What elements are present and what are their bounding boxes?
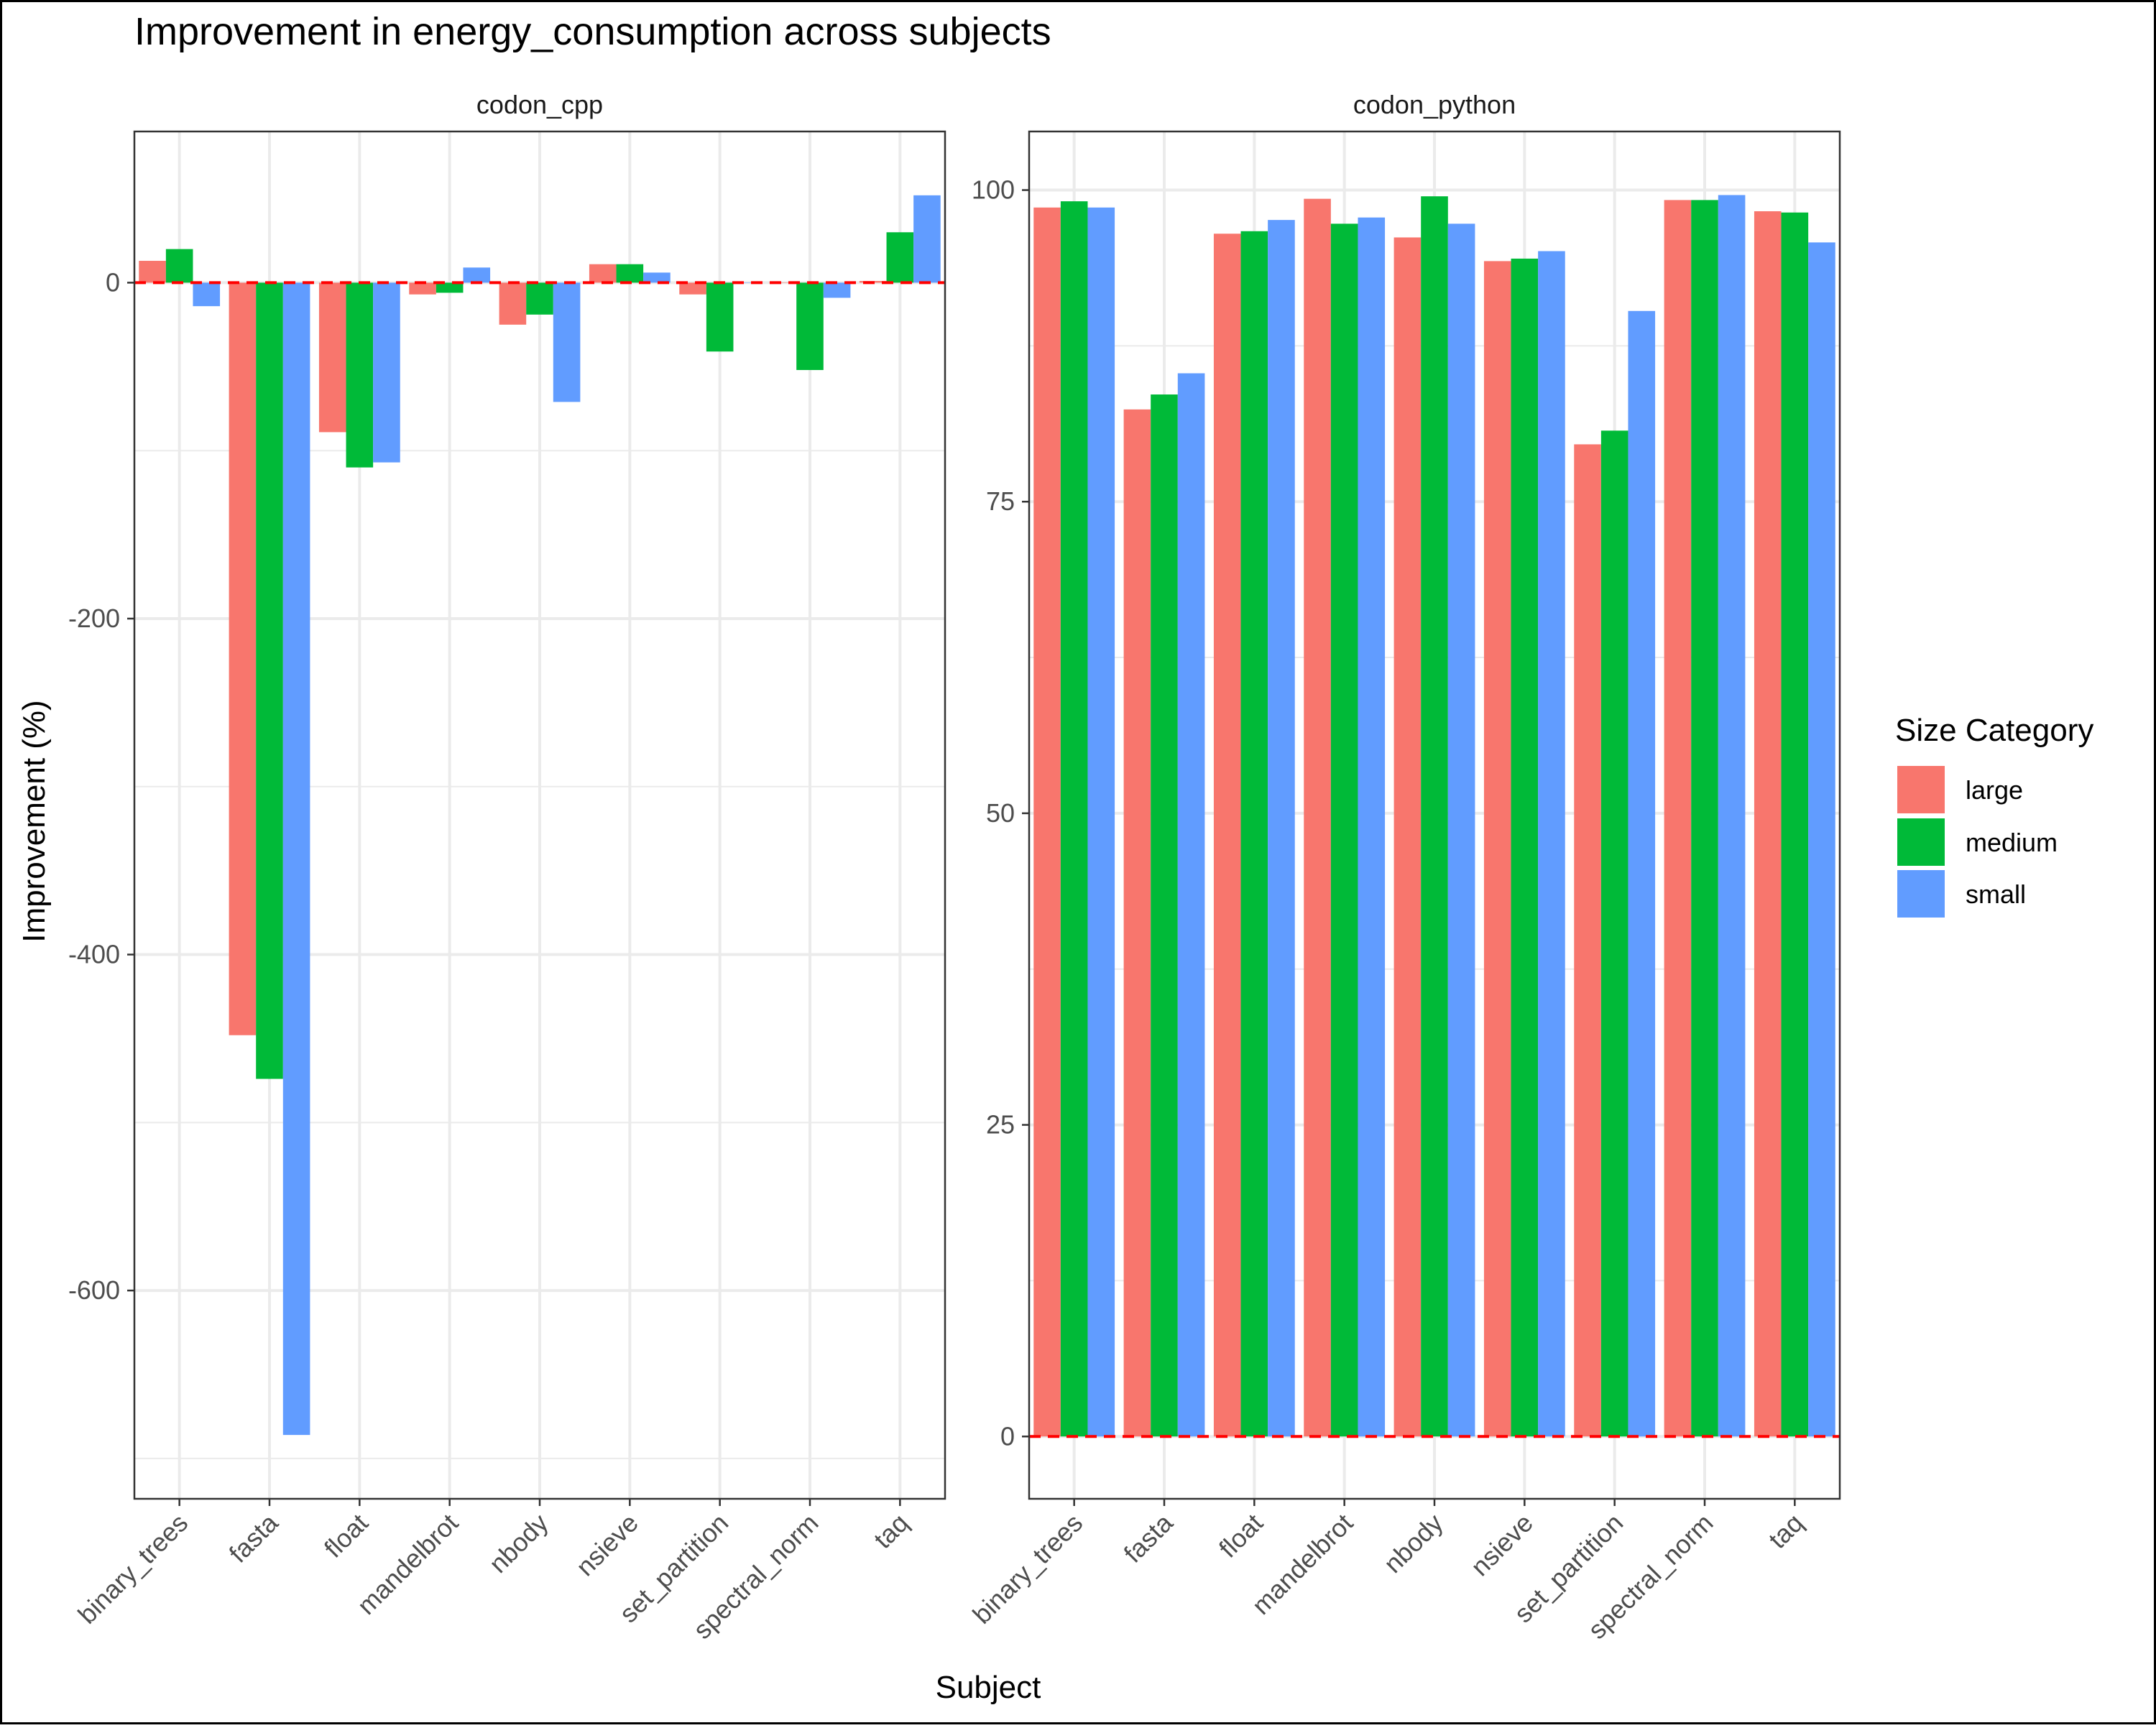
bar-small-mandelbrot <box>463 267 491 283</box>
bar-medium-nbody <box>526 282 553 315</box>
bar-small-spectral_norm <box>823 282 851 298</box>
bar-medium-set_partition <box>706 282 734 352</box>
bar-small-nsieve <box>1538 251 1565 1437</box>
bar-large-set_partition <box>1574 444 1601 1437</box>
bar-large-spectral_norm <box>1664 200 1692 1437</box>
bar-medium-spectral_norm <box>1691 200 1718 1437</box>
bar-small-mandelbrot <box>1358 217 1386 1437</box>
bar-large-mandelbrot <box>409 282 436 295</box>
bar-large-float <box>1213 234 1241 1437</box>
y-axis-title: Improvement (%) <box>17 700 52 942</box>
y-tick-label: 100 <box>972 175 1015 205</box>
bar-large-float <box>318 282 346 433</box>
bar-medium-set_partition <box>1600 430 1628 1437</box>
bar-large-fasta <box>1123 409 1151 1437</box>
legend-title: Size Category <box>1895 713 2093 748</box>
bar-large-nbody <box>1393 237 1422 1437</box>
bar-medium-float <box>1240 231 1268 1437</box>
bar-large-binary_trees <box>1033 207 1061 1437</box>
bar-medium-nsieve <box>616 264 644 283</box>
legend-label-small: small <box>1966 879 2026 909</box>
bar-medium-binary_trees <box>1060 201 1088 1437</box>
bar-medium-mandelbrot <box>436 282 464 293</box>
bar-small-float <box>1268 220 1295 1437</box>
y-tick-label: 25 <box>986 1110 1015 1140</box>
bar-medium-binary_trees <box>165 249 193 283</box>
bar-large-spectral_norm <box>769 282 797 283</box>
bar-medium-fasta <box>1151 394 1178 1437</box>
bar-small-nsieve <box>643 272 671 283</box>
chart-title: Improvement in energy_consumption across… <box>134 10 1051 53</box>
bar-small-taq <box>913 195 941 283</box>
bar-large-taq <box>1754 211 1782 1437</box>
bar-large-nsieve <box>589 264 617 283</box>
legend-label-medium: medium <box>1966 828 2058 857</box>
bar-large-binary_trees <box>139 261 166 283</box>
legend-swatch-large <box>1897 766 1945 813</box>
bar-small-spectral_norm <box>1718 195 1746 1437</box>
y-tick-label: 75 <box>986 486 1015 516</box>
bar-large-nsieve <box>1483 261 1511 1437</box>
y-tick-label: 50 <box>986 798 1015 828</box>
bar-medium-fasta <box>256 282 283 1079</box>
bar-medium-mandelbrot <box>1330 223 1358 1437</box>
bar-small-binary_trees <box>1087 207 1115 1437</box>
facet-strip-label: codon_python <box>1353 90 1516 119</box>
bar-medium-nsieve <box>1511 258 1539 1437</box>
bar-small-nbody <box>553 282 581 402</box>
bar-large-nbody <box>499 282 527 325</box>
bar-small-binary_trees <box>193 282 221 307</box>
y-tick-label: -600 <box>68 1275 120 1305</box>
bar-medium-float <box>346 282 374 468</box>
facet-strip-label: codon_cpp <box>476 90 603 119</box>
y-tick-label: 0 <box>1000 1421 1015 1451</box>
x-axis-title: Subject <box>936 1670 1041 1705</box>
bar-medium-spectral_norm <box>796 282 824 370</box>
legend-swatch-medium <box>1897 818 1945 866</box>
y-tick-label: -400 <box>68 940 120 969</box>
bar-medium-nbody <box>1421 196 1448 1437</box>
y-tick-label: -200 <box>68 604 120 633</box>
bar-small-fasta <box>282 282 310 1436</box>
bar-small-set_partition <box>733 282 761 283</box>
bar-small-nbody <box>1447 223 1475 1437</box>
bar-large-mandelbrot <box>1304 198 1331 1437</box>
y-tick-label: 0 <box>106 267 120 297</box>
bar-small-float <box>373 282 400 463</box>
bar-medium-taq <box>1781 212 1809 1437</box>
bar-small-taq <box>1808 242 1835 1437</box>
bar-large-fasta <box>229 282 257 1035</box>
legend-swatch-small <box>1897 870 1945 918</box>
legend-label-large: large <box>1966 775 2023 805</box>
bar-large-set_partition <box>679 282 706 295</box>
legend: Size Category large medium small <box>1895 713 2093 918</box>
bar-small-set_partition <box>1628 310 1656 1437</box>
bar-medium-taq <box>886 232 914 283</box>
bar-small-fasta <box>1177 373 1205 1437</box>
